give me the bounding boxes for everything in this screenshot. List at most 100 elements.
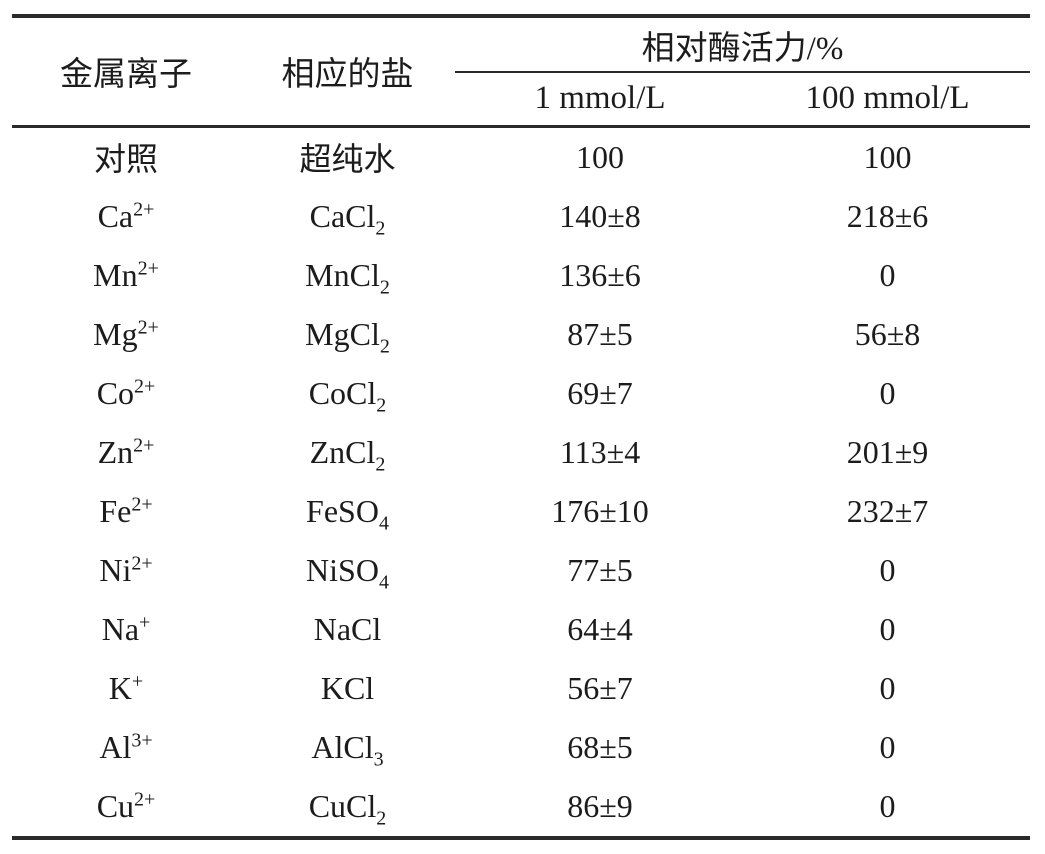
cell-ion: 对照 bbox=[12, 126, 240, 187]
cell-activity-100mmol: 56±8 bbox=[854, 315, 921, 352]
cell-salt: CoCl2 bbox=[240, 364, 455, 423]
cell-ion: Zn2+ bbox=[12, 423, 240, 482]
cell-activity-100mmol: 0 bbox=[879, 669, 896, 706]
salt-base: AlCl bbox=[311, 728, 374, 765]
salt-subscript: 2 bbox=[376, 806, 387, 829]
ion-base: Al bbox=[99, 728, 132, 765]
cell-salt: AlCl3 bbox=[240, 718, 455, 777]
cell-ion: Al3+ bbox=[12, 718, 240, 777]
ion-charge: 2+ bbox=[133, 197, 155, 220]
ion-base: Ni bbox=[99, 551, 132, 588]
cell-activity-100mmol: 218±6 bbox=[846, 197, 929, 234]
table-row: Na+ NaCl 64±4 0 bbox=[12, 600, 1030, 659]
cell-activity-1mmol: 68±5 bbox=[567, 728, 633, 765]
salt-subscript: 2 bbox=[375, 216, 386, 239]
ion-charge: 2+ bbox=[133, 433, 155, 456]
cell-activity-100mmol: 0 bbox=[879, 728, 896, 765]
salt-base: MnCl bbox=[305, 256, 380, 293]
cell-activity-100mmol: 201±9 bbox=[846, 433, 929, 470]
ion-base: Fe bbox=[99, 492, 132, 529]
ion-charge: + bbox=[131, 669, 144, 692]
cell-activity-1mmol: 140±8 bbox=[559, 197, 641, 234]
ion-base: K bbox=[108, 669, 132, 706]
cell-ion: K+ bbox=[12, 659, 240, 718]
cell-salt: NaCl bbox=[240, 600, 455, 659]
ion-base: Zn bbox=[97, 433, 134, 470]
ion-charge: 2+ bbox=[134, 787, 156, 810]
cell-salt: CaCl2 bbox=[240, 187, 455, 246]
header-row-top: 金属离子 相应的盐 相对酶活力/% bbox=[12, 16, 1031, 93]
ion-charge: 2+ bbox=[134, 374, 156, 397]
salt-subscript: 2 bbox=[379, 275, 390, 298]
column-header-metal-ion: 金属离子 bbox=[60, 57, 192, 94]
ion-base: Mg bbox=[93, 315, 138, 352]
ion-base: Ca bbox=[97, 197, 134, 234]
salt-base: CoCl bbox=[308, 374, 377, 411]
metal-ion-activity-table: 金属离子 相应的盐 相对酶活力/% 1 mmol/L 100 mmol/L 对照… bbox=[12, 14, 1031, 840]
cell-activity-1mmol: 176±10 bbox=[551, 492, 649, 529]
cell-salt: NiSO4 bbox=[240, 541, 455, 600]
cell-salt: CuCl2 bbox=[240, 777, 455, 838]
ion-base: Mn bbox=[93, 256, 138, 293]
salt-subscript: 2 bbox=[376, 393, 387, 416]
header-row-sub: 1 mmol/L 100 mmol/L bbox=[12, 72, 1030, 126]
table-row: 对照 超纯水 100 100 bbox=[12, 126, 1030, 187]
ion-charge: 2+ bbox=[137, 315, 159, 338]
ion-base: Co bbox=[96, 374, 135, 411]
table-row: Zn2+ ZnCl2 113±4 201±9 bbox=[12, 423, 1030, 482]
salt-subscript: 4 bbox=[378, 570, 389, 593]
cell-activity-100mmol: 100 bbox=[863, 138, 912, 175]
table-row: Co2+ CoCl2 69±7 0 bbox=[12, 364, 1030, 423]
ion-base: Cu bbox=[96, 787, 135, 824]
cell-activity-1mmol: 56±7 bbox=[567, 669, 633, 706]
cell-ion: Fe2+ bbox=[12, 482, 240, 541]
salt-base: ZnCl bbox=[309, 433, 376, 470]
ion-charge: 2+ bbox=[131, 551, 153, 574]
table-row: Fe2+ FeSO4 176±10 232±7 bbox=[12, 482, 1030, 541]
column-header-1mmol: 1 mmol/L bbox=[534, 80, 666, 117]
cell-ion: Ni2+ bbox=[12, 541, 240, 600]
ion-base: 对照 bbox=[93, 141, 158, 177]
ion-charge: + bbox=[139, 610, 151, 633]
cell-activity-100mmol: 232±7 bbox=[846, 492, 929, 529]
column-header-relative-activity: 相对酶活力/% bbox=[455, 16, 1031, 73]
ion-charge: 2+ bbox=[131, 492, 153, 515]
cell-activity-1mmol: 77±5 bbox=[567, 551, 633, 588]
cell-ion: Cu2+ bbox=[12, 777, 240, 838]
cell-activity-1mmol: 136±6 bbox=[559, 256, 641, 293]
table-row: Ni2+ NiSO4 77±5 0 bbox=[12, 541, 1030, 600]
cell-activity-1mmol: 113±4 bbox=[559, 433, 641, 470]
cell-salt: ZnCl2 bbox=[240, 423, 455, 482]
cell-ion: Ca2+ bbox=[12, 187, 240, 246]
salt-subscript: 4 bbox=[378, 511, 389, 534]
column-header-100mmol: 100 mmol/L bbox=[805, 80, 970, 117]
cell-activity-100mmol: 0 bbox=[879, 551, 896, 588]
cell-activity-1mmol: 100 bbox=[576, 138, 624, 175]
table-row: Ca2+ CaCl2 140±8 218±6 bbox=[12, 187, 1030, 246]
salt-base: FeSO bbox=[306, 492, 379, 529]
table-row: K+ KCl 56±7 0 bbox=[12, 659, 1030, 718]
table-row: Cu2+ CuCl2 86±9 0 bbox=[12, 777, 1030, 838]
cell-ion: Na+ bbox=[12, 600, 240, 659]
salt-base: CuCl bbox=[308, 787, 377, 824]
cell-activity-100mmol: 0 bbox=[879, 374, 896, 411]
salt-base: NiSO bbox=[306, 551, 379, 588]
table-header: 金属离子 相应的盐 相对酶活力/% 1 mmol/L 100 mmol/L bbox=[12, 16, 1031, 126]
cell-activity-1mmol: 87±5 bbox=[567, 315, 633, 352]
cell-salt: 超纯水 bbox=[240, 126, 455, 187]
ion-base: Na bbox=[101, 610, 140, 647]
table-row: Mg2+ MgCl2 87±5 56±8 bbox=[12, 305, 1030, 364]
salt-base: KCl bbox=[320, 669, 375, 706]
cell-activity-100mmol: 0 bbox=[879, 256, 896, 293]
cell-salt: MgCl2 bbox=[240, 305, 455, 364]
cell-activity-100mmol: 0 bbox=[879, 787, 896, 824]
table-row: Mn2+ MnCl2 136±6 0 bbox=[12, 246, 1030, 305]
cell-salt: KCl bbox=[240, 659, 455, 718]
salt-base: CaCl bbox=[309, 197, 376, 234]
ion-charge: 3+ bbox=[131, 728, 153, 751]
cell-ion: Mn2+ bbox=[12, 246, 240, 305]
salt-subscript: 2 bbox=[375, 452, 386, 475]
salt-base: MgCl bbox=[305, 315, 380, 352]
cell-salt: MnCl2 bbox=[240, 246, 455, 305]
